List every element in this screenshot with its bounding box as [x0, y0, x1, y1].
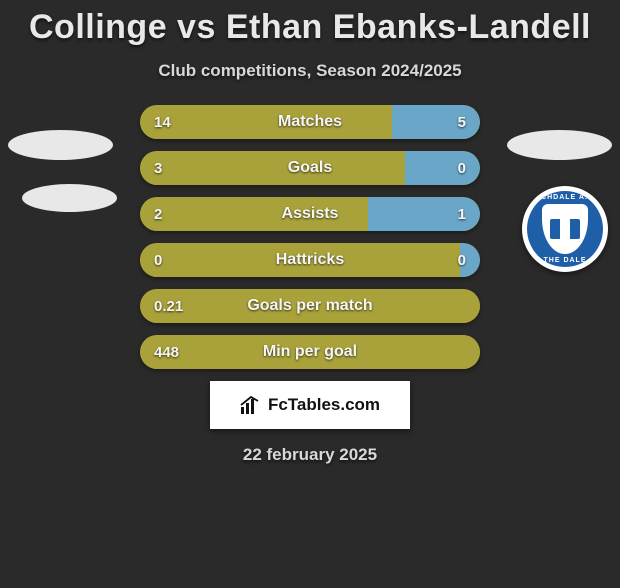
club-badge-inner: ROCHDALE A.F.C THE DALE: [527, 191, 603, 267]
brand-chart-icon: [240, 395, 262, 415]
brand-box[interactable]: FcTables.com: [210, 381, 410, 429]
bar-row-min-per-goal: 448 Min per goal: [140, 335, 480, 369]
comparison-bars: 14 Matches 5 3 Goals 0 2 Assists 1 0 Hat…: [140, 105, 480, 369]
bar-label: Goals per match: [140, 289, 480, 323]
page-title: Collinge vs Ethan Ebanks-Landell: [0, 8, 620, 47]
player1-photo-placeholder-bottom: [22, 184, 117, 212]
bar-label: Goals: [140, 151, 480, 185]
bar-value-right: 0: [458, 151, 466, 185]
bar-row-hattricks: 0 Hattricks 0: [140, 243, 480, 277]
date-text: 22 february 2025: [0, 445, 620, 465]
bar-label: Assists: [140, 197, 480, 231]
bar-value-right: 5: [458, 105, 466, 139]
bar-value-right: 1: [458, 197, 466, 231]
club-badge-text-top: ROCHDALE A.F.C: [527, 194, 603, 201]
club-shield-stripes: [550, 219, 580, 239]
bar-value-right: 0: [458, 243, 466, 277]
bar-row-goals-per-match: 0.21 Goals per match: [140, 289, 480, 323]
player2-club-badge: ROCHDALE A.F.C THE DALE: [522, 186, 608, 272]
club-shield-icon: [542, 204, 588, 254]
bar-label: Matches: [140, 105, 480, 139]
player2-photo-placeholder-top: [507, 130, 612, 160]
bar-row-matches: 14 Matches 5: [140, 105, 480, 139]
brand-text: FcTables.com: [268, 395, 380, 415]
club-badge-text-bottom: THE DALE: [527, 257, 603, 264]
bar-label: Hattricks: [140, 243, 480, 277]
bar-label: Min per goal: [140, 335, 480, 369]
player1-photo-placeholder-top: [8, 130, 113, 160]
subtitle: Club competitions, Season 2024/2025: [0, 61, 620, 81]
bar-row-assists: 2 Assists 1: [140, 197, 480, 231]
bar-row-goals: 3 Goals 0: [140, 151, 480, 185]
